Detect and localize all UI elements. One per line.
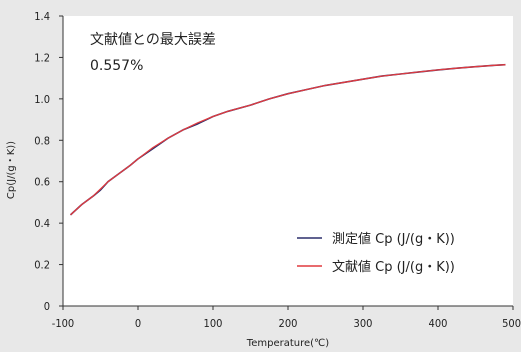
y-tick-label: 0.4 <box>34 217 50 230</box>
y-tick-label: 0 <box>44 300 50 313</box>
y-tick-label: 1.4 <box>34 10 50 23</box>
x-tick-label: 400 <box>429 317 448 330</box>
annotation-value: 0.557% <box>90 58 143 74</box>
series-lines <box>69 63 506 216</box>
x-tick-label: 0 <box>135 317 141 330</box>
y-tick-label: 1.0 <box>34 93 50 106</box>
legend: 測定値 Cp (J/(g・K)) 文献値 Cp (J/(g・K)) <box>297 231 455 275</box>
x-tick-label: 500 <box>502 317 521 330</box>
y-tick-label: 0.8 <box>34 134 50 147</box>
y-tick-label: 1.2 <box>34 51 50 64</box>
y-tick-label: 0.2 <box>34 259 50 272</box>
annotation-title: 文献値との最大誤差 <box>90 32 216 48</box>
x-tick-label: -100 <box>52 317 74 330</box>
x-tick-label: 200 <box>279 317 298 330</box>
tick-labels: 00.20.40.60.81.01.21.4-100 0 100 200 300 400 5… <box>34 10 521 330</box>
series-line-literature <box>70 64 506 216</box>
x-tick-label: 100 <box>204 317 223 330</box>
x-axis-title: Temperature(℃) <box>246 338 329 349</box>
legend-label-literature: 文献値 Cp (J/(g・K)) <box>332 259 455 275</box>
y-tick-label: 0.6 <box>34 176 50 189</box>
y-axis-title: Cp(J/(g・K)) <box>6 141 17 199</box>
plot-area <box>63 16 513 306</box>
x-tick-label: 300 <box>354 317 373 330</box>
legend-label-measured: 測定値 Cp (J/(g・K)) <box>332 231 455 247</box>
